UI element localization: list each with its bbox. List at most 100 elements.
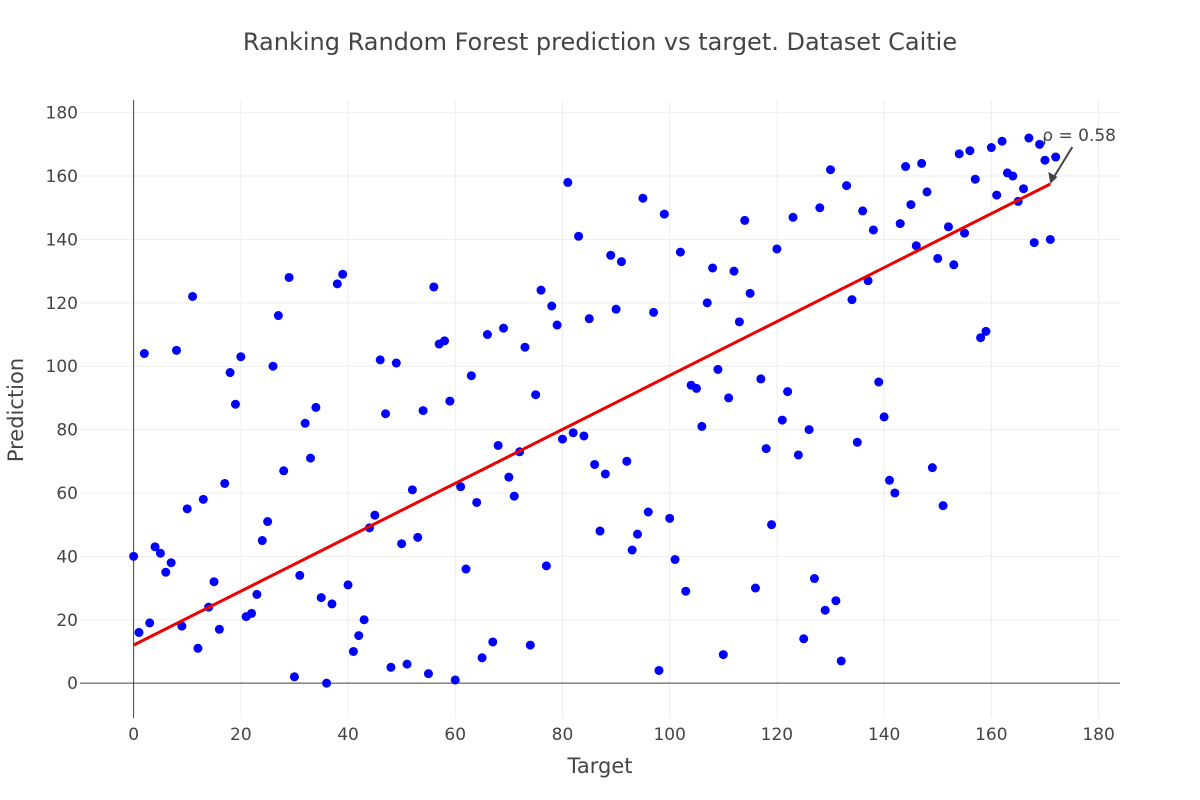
data-point: [472, 497, 482, 507]
data-point: [338, 269, 348, 279]
data-point: [509, 491, 519, 501]
data-point: [938, 501, 948, 511]
x-tick-label: 120: [761, 725, 793, 745]
data-point: [488, 637, 498, 647]
data-point: [359, 615, 369, 625]
axes: 0 20 40 60 80 100 120 140 160 180 0 20 40 60 80 100 120 1…: [46, 100, 1120, 745]
data-point: [949, 260, 959, 270]
data-point: [381, 409, 391, 419]
data-point: [386, 662, 396, 672]
y-tick-label: 60: [56, 484, 78, 504]
data-point: [976, 333, 986, 343]
data-point: [557, 434, 567, 444]
data-point: [466, 371, 476, 381]
data-point: [756, 374, 766, 384]
data-point: [981, 326, 991, 336]
data-point: [525, 640, 535, 650]
data-point: [643, 507, 653, 517]
data-point: [884, 475, 894, 485]
data-point: [793, 450, 803, 460]
data-point: [836, 656, 846, 666]
fit-line-group: [132, 182, 1051, 647]
data-point: [590, 459, 600, 469]
data-point: [992, 190, 1002, 200]
data-point: [322, 678, 332, 688]
data-point: [579, 431, 589, 441]
data-point: [348, 646, 358, 656]
data-point: [547, 301, 557, 311]
data-point: [809, 574, 819, 584]
chart-title: Ranking Random Forest prediction vs targ…: [243, 28, 957, 56]
data-point: [847, 295, 857, 305]
data-point: [831, 596, 841, 606]
data-point: [461, 564, 471, 574]
data-point: [247, 608, 257, 618]
data-point: [858, 206, 868, 216]
data-point: [311, 402, 321, 412]
data-point: [633, 529, 643, 539]
data-point: [418, 406, 428, 416]
data-point: [236, 352, 246, 362]
x-axis-title: Target: [567, 754, 633, 778]
data-point: [606, 250, 616, 260]
data-point: [708, 263, 718, 273]
data-point: [670, 555, 680, 565]
data-point: [954, 149, 964, 159]
annotation-label: ρ = 0.58: [1042, 126, 1116, 146]
data-point: [407, 485, 417, 495]
data-point: [429, 282, 439, 292]
x-tick-label: 140: [868, 725, 900, 745]
data-point: [391, 358, 401, 368]
data-point: [343, 580, 353, 590]
data-point: [729, 266, 739, 276]
data-point: [263, 517, 273, 527]
annotations: ρ = 0.58: [1042, 126, 1116, 184]
data-point: [161, 567, 171, 577]
y-tick-label: 20: [56, 611, 78, 631]
y-tick-label: 80: [56, 421, 78, 441]
data-point: [177, 621, 187, 631]
data-point: [493, 440, 503, 450]
data-point: [649, 307, 659, 317]
data-point: [166, 558, 176, 568]
data-point: [750, 583, 760, 593]
data-point: [327, 599, 337, 609]
data-point: [906, 200, 916, 210]
data-point: [874, 377, 884, 387]
data-point: [568, 428, 578, 438]
data-point: [145, 618, 155, 628]
data-point: [659, 209, 669, 219]
data-point: [456, 482, 466, 492]
y-tick-label: 40: [56, 547, 78, 567]
data-point: [300, 418, 310, 428]
data-point: [734, 317, 744, 327]
data-point: [552, 320, 562, 330]
data-point: [252, 589, 262, 599]
data-point: [370, 510, 380, 520]
data-point: [960, 228, 970, 238]
data-point: [665, 513, 675, 523]
data-point: [536, 285, 546, 295]
data-point: [198, 494, 208, 504]
data-point: [675, 247, 685, 257]
data-point: [627, 545, 637, 555]
data-point: [230, 399, 240, 409]
data-point: [520, 342, 530, 352]
y-tick-label: 120: [46, 294, 78, 314]
data-point: [273, 311, 283, 321]
data-point: [413, 532, 423, 542]
data-point: [541, 561, 551, 571]
data-point: [1024, 133, 1034, 143]
data-point: [702, 298, 712, 308]
data-point: [595, 526, 605, 536]
data-point: [724, 393, 734, 403]
data-point: [584, 314, 594, 324]
data-point: [767, 520, 777, 530]
data-point: [531, 390, 541, 400]
data-point: [209, 577, 219, 587]
data-point: [842, 181, 852, 191]
data-point: [220, 478, 230, 488]
x-tick-label: 40: [337, 725, 359, 745]
data-point: [171, 345, 181, 355]
data-point: [423, 669, 433, 679]
